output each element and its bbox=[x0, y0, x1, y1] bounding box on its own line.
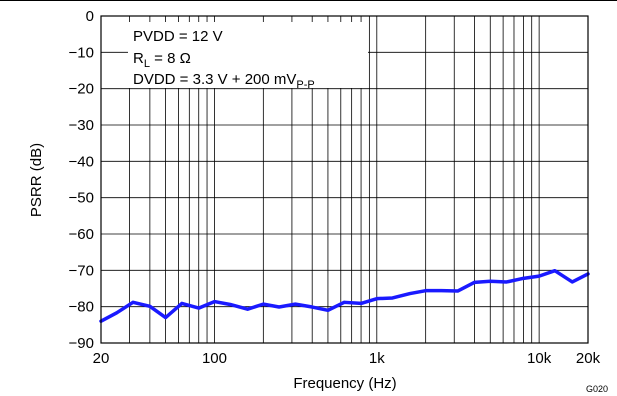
data-point-0-13 bbox=[311, 306, 314, 308]
x-axis-title: Frequency (Hz) bbox=[293, 375, 396, 392]
x-tick-label-4: 20k bbox=[576, 350, 601, 367]
data-point-0-11 bbox=[278, 306, 280, 308]
annotation-dvdd: DVDD = 3.3 V + 200 mVP-P bbox=[133, 71, 315, 91]
data-point-0-25 bbox=[505, 281, 508, 283]
data-point-0-1 bbox=[115, 312, 118, 314]
data-point-0-3 bbox=[149, 305, 151, 308]
y-tick-labels: 0 −10 −20 −30 −40 −50 −60 −70 −80 −90 bbox=[69, 8, 94, 352]
data-point-0-29 bbox=[571, 281, 574, 283]
annotation-pvdd-text: PVDD = 12 V bbox=[133, 28, 223, 45]
figure-id: G020 bbox=[586, 384, 608, 394]
data-point-0-6 bbox=[197, 307, 200, 309]
x-tick-label-2: 1k bbox=[369, 350, 385, 367]
data-point-0-22 bbox=[456, 290, 459, 292]
y-tick-label-5: −50 bbox=[69, 190, 94, 207]
y-tick-label-8: −80 bbox=[69, 299, 94, 316]
data-point-0-24 bbox=[489, 280, 492, 283]
x-tick-label-1: 100 bbox=[202, 350, 227, 367]
annotation-dvdd-main: DVDD = 3.3 V + 200 mV bbox=[133, 71, 296, 88]
data-point-0-20 bbox=[424, 289, 427, 292]
y-tick-label-7: −70 bbox=[69, 262, 94, 279]
data-point-0-14 bbox=[327, 309, 329, 312]
annotation-pvdd: PVDD = 12 V bbox=[133, 28, 223, 45]
x-tick-label-0: 20 bbox=[93, 350, 110, 367]
x-tick-label-3: 10k bbox=[527, 350, 552, 367]
y-tick-label-6: −60 bbox=[69, 226, 94, 243]
y-tick-label-1: −10 bbox=[69, 44, 94, 61]
data-point-0-27 bbox=[538, 275, 540, 277]
y-tick-label-9: −90 bbox=[69, 335, 94, 352]
data-point-0-4 bbox=[164, 316, 167, 319]
annotation-rl-main: R bbox=[133, 50, 144, 67]
y-tick-label-4: −40 bbox=[69, 153, 94, 170]
data-point-0-17 bbox=[376, 297, 378, 300]
data-point-0-10 bbox=[262, 303, 265, 305]
data-point-0-28 bbox=[554, 269, 556, 272]
data-point-0-26 bbox=[522, 277, 525, 280]
data-point-0-15 bbox=[343, 301, 346, 304]
data-point-0-18 bbox=[391, 297, 394, 299]
annotation-backdrop bbox=[128, 22, 368, 88]
data-point-0-19 bbox=[409, 292, 411, 295]
annotation-dvdd-sub: P-P bbox=[296, 79, 314, 91]
annotation-rl-sub: L bbox=[144, 58, 150, 70]
y-axis-title: PSRR (dB) bbox=[28, 143, 45, 217]
data-point-0-5 bbox=[181, 302, 183, 305]
data-point-0-21 bbox=[440, 289, 443, 292]
data-point-0-8 bbox=[229, 303, 231, 306]
plot-frame bbox=[100, 15, 589, 344]
annotation-rl-rest: = 8 Ω bbox=[150, 50, 191, 67]
data-point-0-9 bbox=[246, 308, 249, 311]
data-point-0-2 bbox=[132, 301, 134, 304]
data-point-0-16 bbox=[360, 302, 362, 305]
data-point-0-23 bbox=[473, 281, 476, 284]
y-tick-label-0: 0 bbox=[86, 8, 94, 25]
y-tick-label-3: −30 bbox=[69, 117, 94, 134]
y-tick-label-2: −20 bbox=[69, 81, 94, 98]
x-tick-labels: 20 100 1k 10k 20k bbox=[93, 350, 601, 367]
annotation-rl: RL = 8 Ω bbox=[133, 50, 191, 70]
data-point-0-7 bbox=[213, 300, 216, 303]
data-point-0-12 bbox=[294, 303, 297, 305]
